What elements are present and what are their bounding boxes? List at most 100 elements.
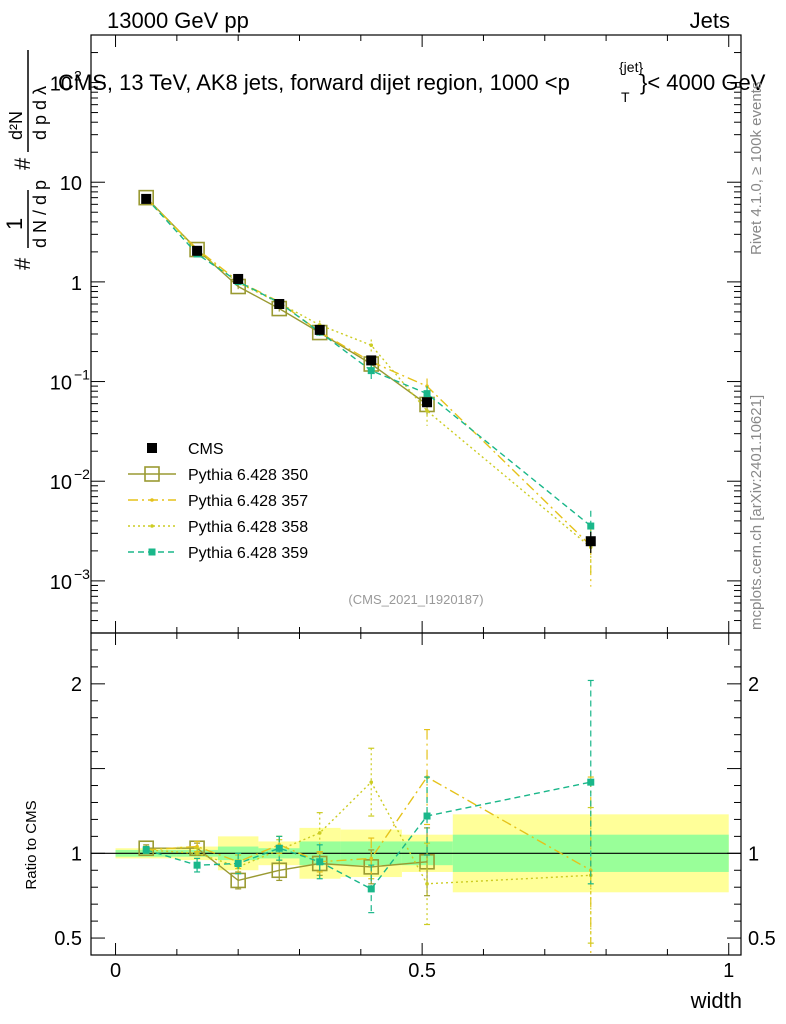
y-tick-label-main-2: 10 −1	[50, 367, 90, 395]
y-axis-label-main: # 1 d N / d p # d²N d p d λ	[2, 50, 50, 270]
ratio-point-p359-0	[142, 846, 150, 854]
y-tick-exp-0: −3	[74, 566, 90, 582]
ratio-point-p357-5	[369, 856, 374, 861]
main-line-p359	[145, 197, 592, 527]
plot-title-sub: T	[621, 89, 630, 105]
ratio-tick-label-right-2: 2	[748, 674, 759, 696]
main-point-p358-6	[425, 409, 429, 413]
legend-label-p357: Pythia 6.428 357	[188, 493, 308, 510]
cms-point-6	[422, 397, 433, 408]
header-left: 13000 GeV pp	[107, 8, 249, 33]
ylabel-one: 1	[2, 218, 27, 230]
ratio-point-p350-0	[138, 840, 154, 857]
cms-point-0	[141, 193, 152, 204]
cms-point-1	[192, 245, 203, 256]
ratio-tick-label-right-1: 1	[748, 843, 759, 865]
x-axis-label: width	[690, 988, 742, 1013]
legend-entry-p358: Pythia 6.428 358	[128, 519, 308, 536]
legend-label-p358: Pythia 6.428 358	[188, 519, 308, 536]
rivet-label: Rivet 4.1.0, ≥ 100k events	[748, 82, 765, 255]
cms-point-3	[274, 298, 285, 309]
analysis-watermark: (CMS_2021_I1920187)	[348, 592, 483, 607]
ratio-point-p350-3	[271, 862, 288, 879]
cms-point-7	[585, 536, 596, 547]
y-tick-base-4: 10	[60, 173, 82, 195]
legend-marker-p359	[148, 548, 156, 556]
y-tick-exp-5: 2	[74, 68, 82, 84]
ratio-point-p358-4	[317, 831, 322, 835]
ratio-point-p358-6	[425, 882, 429, 886]
legend: CMS Pythia 6.428 350 Pythia 6.428 357 Pythi…	[128, 441, 308, 562]
cms-point-4	[314, 324, 325, 335]
ratio-point-p359-1	[193, 861, 201, 869]
ratio-point-p357-1	[195, 844, 199, 849]
ratio-frame	[90, 632, 742, 956]
ratio-tick-label-left-1: 1	[71, 843, 82, 865]
y-tick-label-main-5: 10 2	[50, 68, 82, 96]
header-right: Jets	[690, 8, 730, 33]
main-frame	[90, 34, 742, 634]
x-tick-label-0: 0	[110, 960, 121, 982]
ratio-point-p359-3	[275, 844, 283, 852]
plot-title-main: CMS, 13 TeV, AK8 jets, forward dijet reg…	[58, 70, 570, 95]
legend-marker-cms	[147, 443, 157, 453]
ratio-point-p358-5	[369, 780, 374, 784]
ratio-tick-label-left-0: 0.5	[54, 928, 82, 950]
y-axis-label-ratio: Ratio to CMS	[23, 800, 40, 889]
ratio-line-p357	[146, 776, 592, 871]
ylabel-dpt-dl: d p d λ	[30, 86, 50, 140]
legend-label-p359: Pythia 6.428 359	[188, 545, 308, 562]
main-line-p358	[145, 197, 592, 548]
ylabel-dn-dpt: d N / d p	[30, 180, 50, 248]
cms-point-2	[233, 273, 244, 284]
y-tick-label-main-0: 10 −3	[50, 566, 90, 594]
legend-label-cms: CMS	[188, 441, 224, 458]
ratio-line-p358	[146, 780, 591, 885]
x-tick-label-1: 0.5	[408, 960, 436, 982]
main-point-p359-5	[367, 367, 375, 375]
y-tick-exp-2: −1	[74, 367, 90, 383]
ratio-point-p359-6	[423, 812, 431, 820]
legend-entry-p350: Pythia 6.428 350	[128, 466, 308, 484]
y-tick-label-main-1: 10 −2	[50, 466, 90, 494]
ylabel-d2n: d²N	[6, 111, 26, 140]
ratio-tick-label-right-0: 0.5	[748, 928, 776, 950]
legend-marker-p350	[144, 466, 160, 482]
y-tick-base-1: 10	[50, 472, 72, 494]
ratio-tick-label-left-2: 2	[71, 674, 82, 696]
ratio-point-p359-4	[316, 858, 324, 866]
plot-title-sup: {jet}	[619, 59, 643, 75]
ratio-point-p359-2	[234, 859, 242, 867]
legend-marker-p358	[150, 524, 154, 528]
cms-point-5	[366, 355, 377, 366]
main-point-p359-7	[587, 522, 595, 530]
ratio-point-p359-5	[367, 885, 375, 893]
ratio-series	[138, 679, 595, 955]
legend-entry-p357: Pythia 6.428 357	[128, 493, 308, 510]
y-tick-base-3: 1	[71, 273, 82, 295]
y-tick-base-0: 10	[50, 572, 72, 594]
legend-label-p350: Pythia 6.428 350	[188, 467, 308, 484]
ylabel-hash2: #	[10, 157, 35, 170]
legend-entry-cms: CMS	[147, 441, 224, 458]
main-point-p358-5	[369, 343, 374, 348]
ratio-point-p357-7	[588, 868, 593, 873]
legend-marker-p357	[150, 498, 154, 502]
plot-title: CMS, 13 TeV, AK8 jets, forward dijet reg…	[58, 59, 766, 105]
y-tick-base-5: 10	[50, 74, 72, 96]
main-series	[138, 189, 596, 587]
ratio-line-p359	[145, 781, 591, 890]
plot-title-tail: }< 4000 GeV	[640, 70, 766, 95]
mcplots-label: mcplots.cern.ch [arXiv:2401.10621]	[748, 395, 765, 630]
legend-entry-p359: Pythia 6.428 359	[128, 545, 308, 562]
y-tick-exp-1: −2	[74, 466, 90, 482]
main-line-p357	[145, 197, 592, 547]
main-point-p350-0	[138, 189, 154, 206]
ratio-point-p358-1	[195, 851, 199, 856]
ylabel-hash1: #	[10, 257, 35, 270]
ratio-series-group	[138, 679, 595, 955]
main-point-p359-6	[423, 390, 431, 398]
y-tick-label-main-3: 1	[71, 273, 82, 295]
